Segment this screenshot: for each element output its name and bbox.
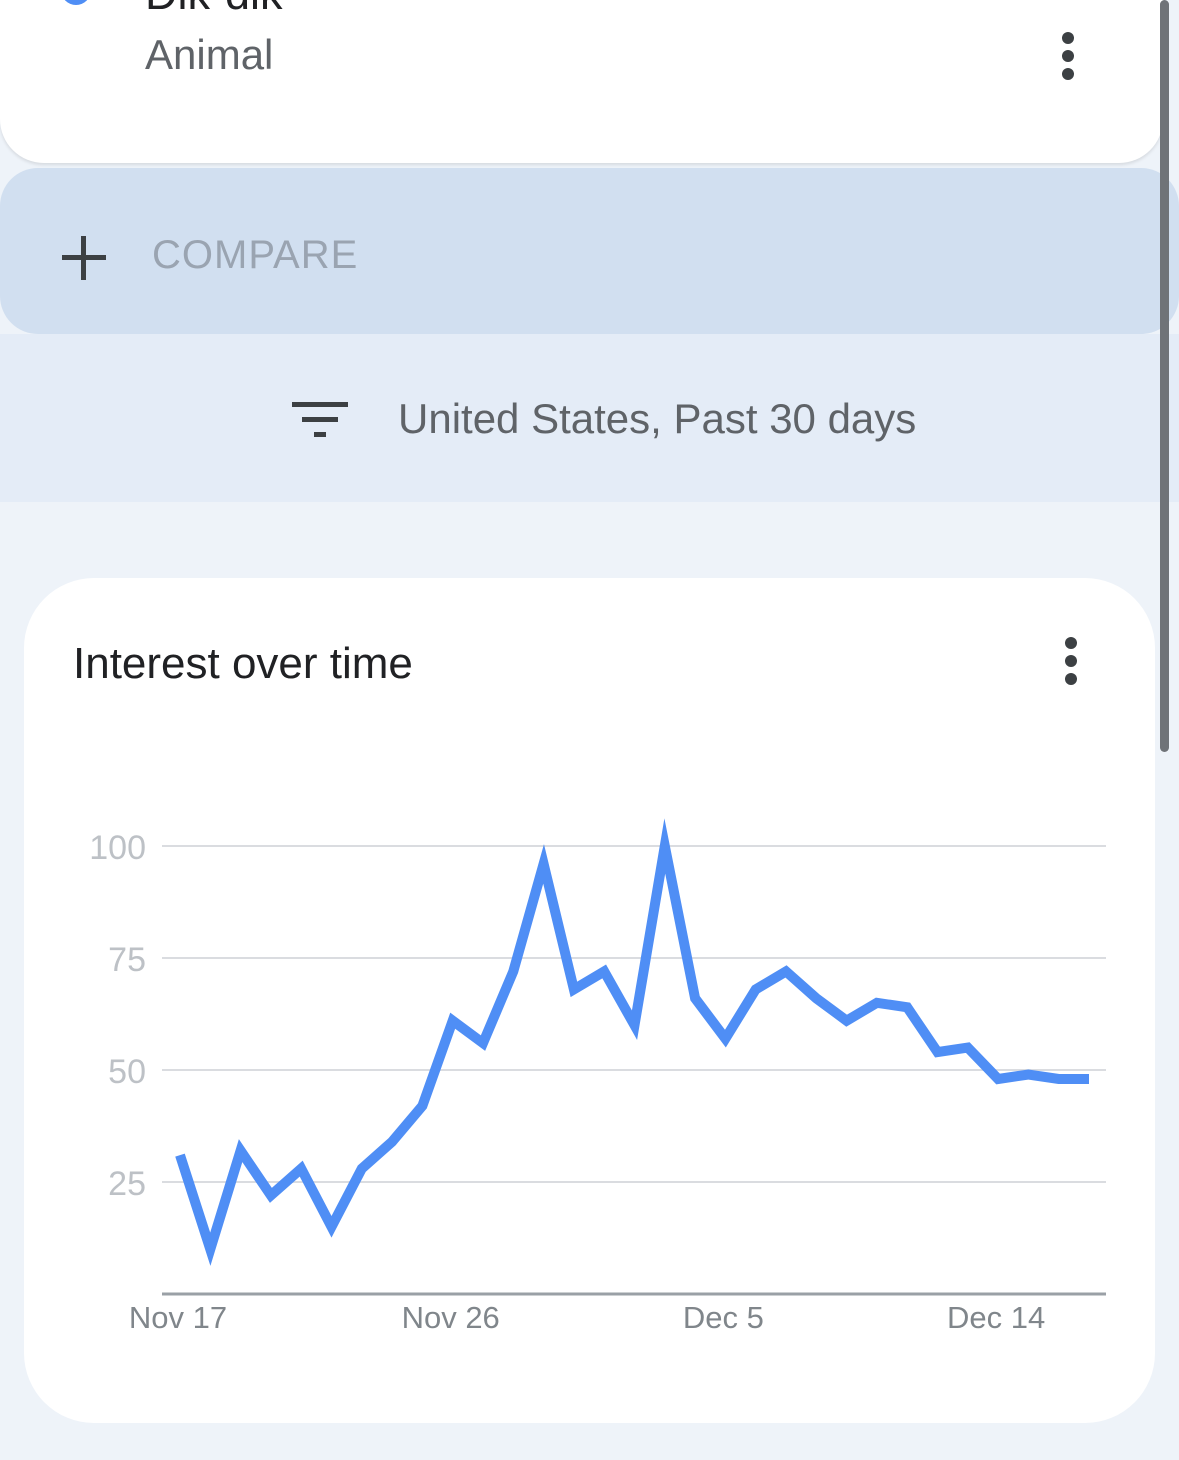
plus-icon: [62, 236, 106, 280]
filter-icon: [292, 402, 350, 442]
chart-more-vert-icon[interactable]: [1056, 633, 1086, 693]
compare-label: COMPARE: [152, 233, 359, 277]
term-name: Dik-dik: [145, 0, 283, 20]
compare-button[interactable]: [0, 168, 1179, 334]
more-vert-icon[interactable]: [1053, 28, 1083, 88]
interest-over-time-card: [24, 578, 1155, 1423]
filter-label[interactable]: United States, Past 30 days: [398, 395, 917, 442]
scrollbar[interactable]: [1160, 0, 1169, 752]
filter-bar[interactable]: [0, 334, 1179, 502]
term-type: Animal: [145, 31, 274, 78]
term-color-dot: [61, 0, 91, 5]
chart-title: Interest over time: [73, 639, 413, 688]
search-term-card: Dik-dik Animal: [0, 0, 1163, 163]
